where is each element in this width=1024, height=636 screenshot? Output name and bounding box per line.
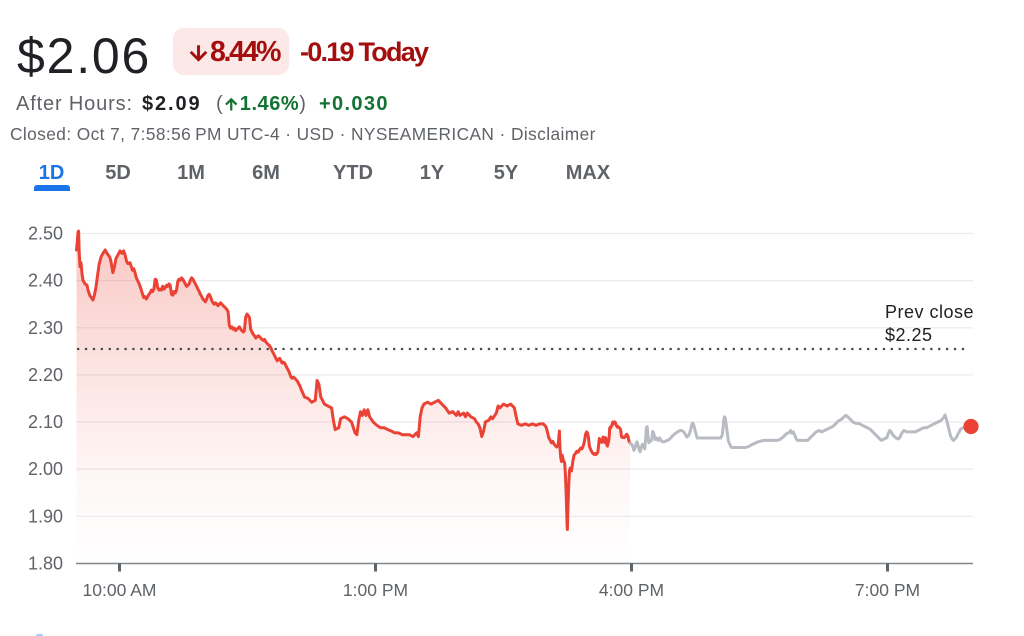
svg-text:$2.25: $2.25 (885, 325, 933, 345)
svg-text:2.30: 2.30 (28, 318, 63, 338)
svg-text:1:00 PM: 1:00 PM (343, 580, 408, 600)
svg-text:Prev close: Prev close (885, 302, 974, 322)
svg-text:10:00 AM: 10:00 AM (83, 580, 157, 600)
svg-text:2.40: 2.40 (28, 271, 63, 291)
svg-text:2.50: 2.50 (28, 224, 63, 244)
svg-text:1.80: 1.80 (28, 553, 63, 573)
svg-text:2.20: 2.20 (28, 365, 63, 385)
svg-text:4:00 PM: 4:00 PM (599, 580, 664, 600)
svg-text:7:00 PM: 7:00 PM (855, 580, 920, 600)
svg-text:2.00: 2.00 (28, 459, 63, 479)
svg-text:2.10: 2.10 (28, 412, 63, 432)
svg-text:1.90: 1.90 (28, 506, 63, 526)
